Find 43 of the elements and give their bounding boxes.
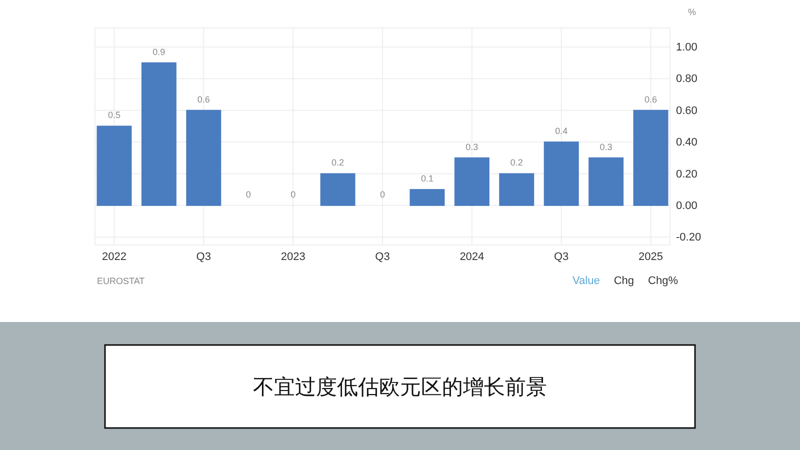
x-tick-label: Q3 [554, 250, 569, 263]
data-label: 0.2 [510, 158, 523, 168]
data-label: 0 [380, 189, 386, 200]
y-tick-label: 1.00 [676, 42, 698, 54]
y-tick-label: 0.20 [676, 168, 698, 180]
data-label: 0.3 [466, 142, 478, 152]
bar [96, 126, 132, 206]
bar [588, 157, 624, 206]
bar [410, 189, 445, 206]
x-tick-label: 2023 [280, 250, 306, 263]
data-label: 0.9 [152, 46, 166, 57]
x-tick-label: 2022 [102, 250, 126, 263]
data-label: 0.5 [108, 110, 120, 120]
y-axis-title: % [688, 7, 696, 17]
x-tick-label: 2025 [638, 250, 664, 263]
data-label: 0.2 [332, 158, 344, 168]
data-label: 0 [246, 189, 251, 200]
text: EUROSTAT [97, 276, 146, 286]
text: 不宜过度低估欧元区的增长前景 [253, 375, 547, 399]
bar [141, 62, 176, 206]
x-tick-label: Q3 [196, 250, 211, 263]
x-tick-label: 2024 [460, 250, 484, 263]
text: Chg [614, 275, 634, 287]
bar [499, 173, 534, 206]
bar [633, 110, 668, 206]
y-tick-label: 0.60 [676, 104, 698, 117]
y-tick-label: 0.80 [676, 73, 698, 86]
y-tick-label: -0.20 [676, 232, 702, 244]
bar [186, 110, 222, 206]
data-label: 0.3 [600, 142, 612, 152]
y-tick-label: 0.40 [676, 136, 698, 149]
bar [544, 142, 579, 206]
data-label: 0.6 [644, 94, 658, 104]
text: Value [572, 275, 600, 287]
data-label: 0 [290, 189, 296, 200]
data-label: 0.1 [420, 174, 434, 184]
y-tick-label: 0.00 [676, 200, 698, 212]
text: Chg% [648, 275, 678, 287]
x-tick-label: Q3 [375, 250, 390, 263]
data-label: 0.4 [555, 126, 568, 136]
data-label: 0.6 [197, 94, 210, 104]
bar [320, 173, 356, 206]
bar [454, 157, 490, 206]
